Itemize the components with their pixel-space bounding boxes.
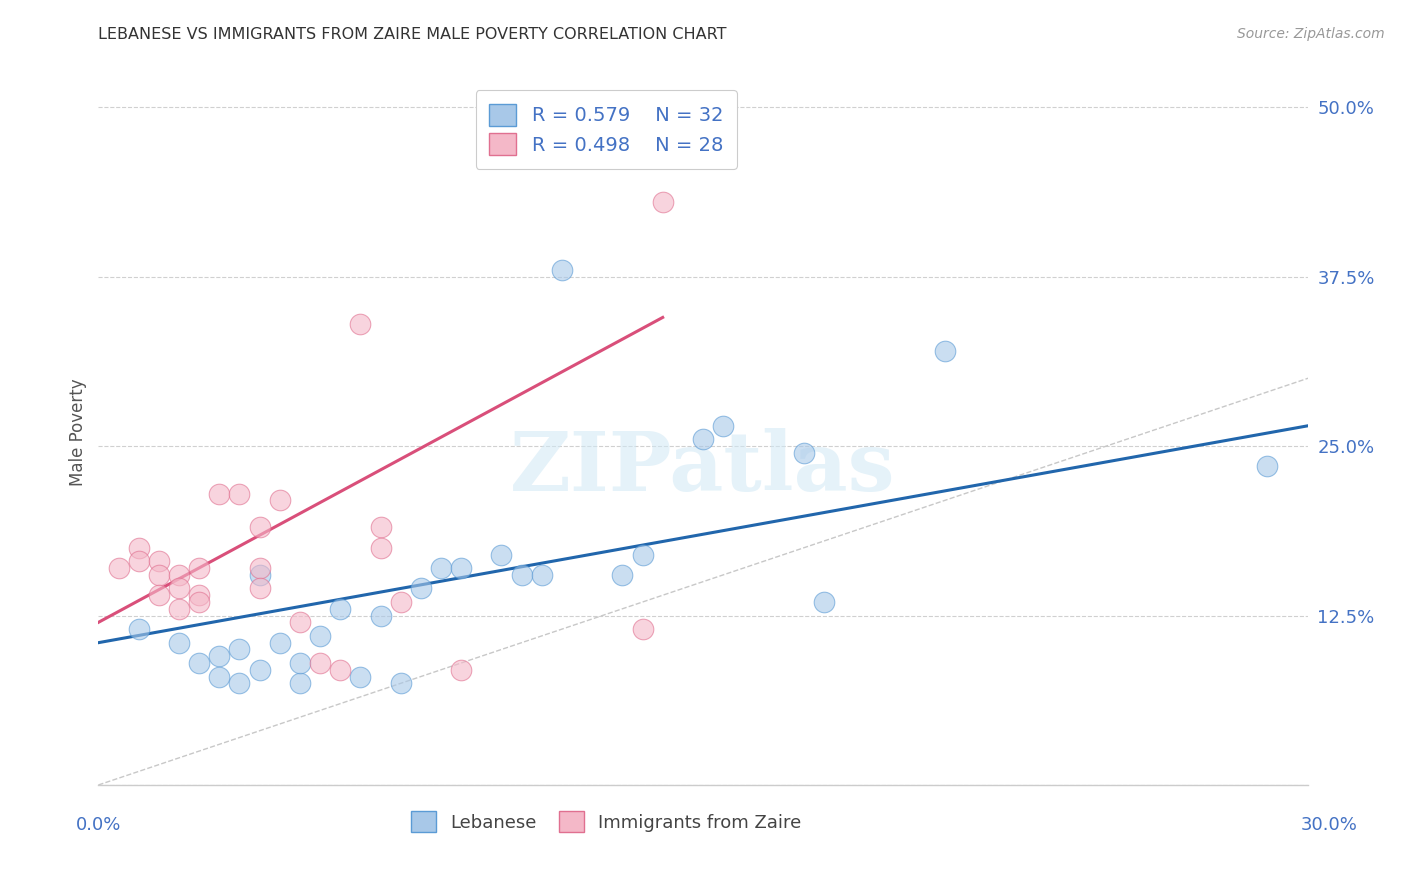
Point bbox=[813, 595, 835, 609]
Point bbox=[430, 561, 453, 575]
Point bbox=[370, 520, 392, 534]
Point bbox=[450, 561, 472, 575]
Point bbox=[288, 676, 311, 690]
Legend: Lebanese, Immigrants from Zaire: Lebanese, Immigrants from Zaire bbox=[404, 804, 808, 839]
Point bbox=[491, 548, 513, 562]
Point bbox=[188, 656, 211, 670]
Point bbox=[148, 568, 170, 582]
Point bbox=[269, 635, 291, 649]
Point bbox=[107, 561, 129, 575]
Point bbox=[249, 663, 271, 677]
Point bbox=[329, 601, 352, 615]
Point bbox=[631, 548, 654, 562]
Y-axis label: Male Poverty: Male Poverty bbox=[69, 379, 87, 486]
Point bbox=[208, 649, 231, 664]
Point bbox=[288, 615, 311, 630]
Point bbox=[631, 622, 654, 636]
Point bbox=[128, 554, 150, 568]
Point bbox=[269, 493, 291, 508]
Point bbox=[188, 595, 211, 609]
Point bbox=[228, 642, 250, 657]
Point bbox=[208, 486, 231, 500]
Point bbox=[208, 669, 231, 683]
Point bbox=[188, 561, 211, 575]
Point bbox=[370, 608, 392, 623]
Point bbox=[612, 568, 634, 582]
Point bbox=[309, 629, 332, 643]
Text: 30.0%: 30.0% bbox=[1301, 816, 1357, 834]
Point bbox=[1256, 459, 1278, 474]
Point bbox=[128, 622, 150, 636]
Point bbox=[551, 263, 574, 277]
Point bbox=[793, 446, 815, 460]
Text: ZIPatlas: ZIPatlas bbox=[510, 428, 896, 508]
Point bbox=[228, 486, 250, 500]
Point bbox=[148, 588, 170, 602]
Point bbox=[249, 582, 271, 596]
Point bbox=[249, 568, 271, 582]
Point bbox=[389, 595, 412, 609]
Point bbox=[167, 635, 190, 649]
Text: 0.0%: 0.0% bbox=[76, 816, 121, 834]
Point bbox=[309, 656, 332, 670]
Point bbox=[228, 676, 250, 690]
Point bbox=[188, 588, 211, 602]
Point bbox=[510, 568, 533, 582]
Point bbox=[167, 582, 190, 596]
Point bbox=[167, 568, 190, 582]
Point bbox=[450, 663, 472, 677]
Text: LEBANESE VS IMMIGRANTS FROM ZAIRE MALE POVERTY CORRELATION CHART: LEBANESE VS IMMIGRANTS FROM ZAIRE MALE P… bbox=[98, 27, 727, 42]
Point bbox=[651, 195, 673, 210]
Point bbox=[288, 656, 311, 670]
Point bbox=[692, 433, 714, 447]
Point bbox=[389, 676, 412, 690]
Point bbox=[530, 568, 553, 582]
Point bbox=[934, 344, 956, 359]
Point bbox=[167, 601, 190, 615]
Point bbox=[329, 663, 352, 677]
Point bbox=[349, 669, 371, 683]
Point bbox=[148, 554, 170, 568]
Point bbox=[349, 317, 371, 331]
Point bbox=[128, 541, 150, 555]
Text: Source: ZipAtlas.com: Source: ZipAtlas.com bbox=[1237, 27, 1385, 41]
Point bbox=[711, 418, 734, 433]
Point bbox=[409, 582, 432, 596]
Point bbox=[249, 561, 271, 575]
Point bbox=[249, 520, 271, 534]
Point bbox=[370, 541, 392, 555]
